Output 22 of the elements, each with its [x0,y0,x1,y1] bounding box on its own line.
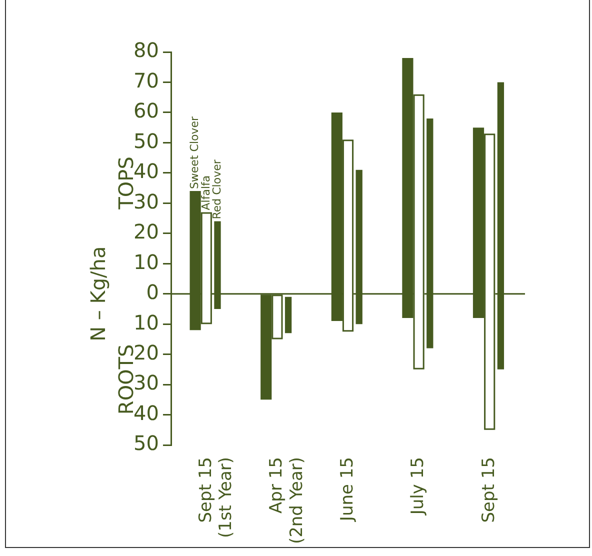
text: Red Clover [210,159,224,220]
y-tick-label: 10 [134,250,159,274]
y-tick-label: 20 [134,340,159,365]
text: Alfalfa [199,175,212,210]
x-tick-label: Sept 15 (1st Year) [196,457,236,538]
bar [284,296,292,334]
y-tick-label: 70 [134,68,159,92]
x-tick-label: Sept 15 [479,457,500,523]
y-tick-label: 0 [146,280,159,304]
text: Sweet Clover [188,116,202,190]
x-tick-label: June 15 [337,457,358,522]
y-tick-label: 40 [134,159,159,184]
y-tick-label: 60 [134,98,159,123]
x-tick-label: Apr 15 (2nd Year) [266,457,308,544]
y-tick-label: 80 [134,38,159,62]
y-axis-title: N – Kg/ha [86,246,110,342]
y-tick-label: 50 [134,431,159,456]
y-tick-label: 50 [134,128,159,153]
x-tick-label: July 15 [408,457,428,516]
y-tick-label: 30 [134,370,159,395]
y-tick-label: 20 [134,220,159,244]
y-tick-label: 10 [134,310,159,334]
